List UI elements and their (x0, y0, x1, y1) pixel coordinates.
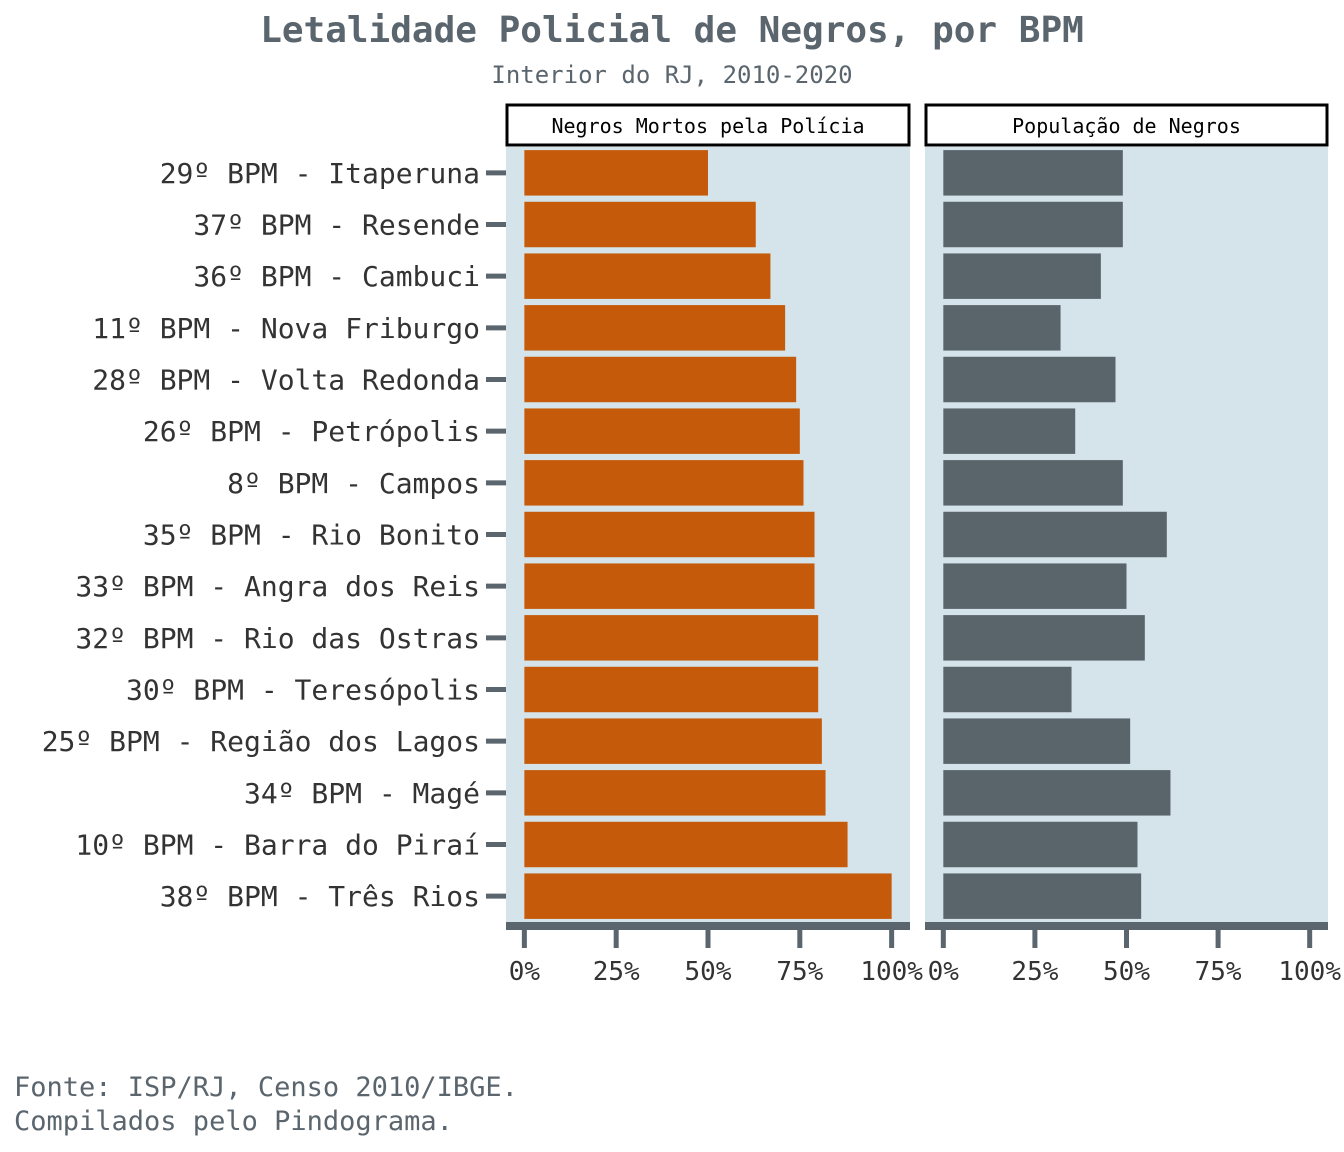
category-label: 33º BPM - Angra dos Reis (75, 570, 480, 603)
facet-strip-label: Negros Mortos pela Polícia (551, 114, 864, 138)
bar (524, 305, 786, 351)
bar (524, 718, 822, 764)
category-label: 8º BPM - Campos (227, 467, 480, 500)
bar (524, 666, 819, 713)
category-label: 29º BPM - Itaperuna (160, 157, 480, 190)
facet-strip (924, 103, 1329, 147)
bar (943, 253, 1101, 299)
bar (943, 563, 1127, 609)
x-tick-label: 0% (928, 957, 960, 987)
bar (524, 615, 819, 661)
category-label: 10º BPM - Barra do Piraí (75, 829, 480, 862)
x-tick-label: 50% (685, 957, 732, 987)
bar (524, 770, 826, 816)
x-tick-label: 25% (593, 957, 640, 987)
category-label: 37º BPM - Resende (193, 209, 480, 242)
bar (943, 305, 1061, 351)
bar (524, 356, 797, 403)
bar (524, 408, 800, 454)
bar (524, 563, 815, 609)
bar (943, 408, 1076, 454)
bar (943, 718, 1131, 764)
x-tick-label: 25% (1011, 957, 1058, 987)
x-tick-label: 75% (1195, 957, 1242, 987)
category-label: 28º BPM - Volta Redonda (92, 364, 480, 397)
bar (524, 511, 815, 558)
facet-panel: Negros Mortos pela Polícia 0% 25% 50% 75% 100… (505, 103, 923, 987)
x-tick-label: 0% (509, 957, 541, 987)
bar (524, 873, 892, 919)
facet-panel: População de Negros 0% 25% 50% 75% 100% (924, 103, 1341, 987)
bar (524, 460, 804, 506)
bar (943, 201, 1123, 248)
bar (943, 770, 1171, 816)
bar (524, 821, 848, 868)
facet-strip-label: População de Negros (1012, 114, 1241, 138)
category-label: 38º BPM - Três Rios (160, 880, 480, 913)
category-label: 32º BPM - Rio das Ostras (75, 622, 480, 655)
chart-subtitle: Interior do RJ, 2010-2020 (491, 61, 852, 89)
bar (943, 821, 1138, 868)
x-tick-label: 100% (860, 957, 923, 987)
category-label: 36º BPM - Cambuci (193, 260, 480, 293)
x-tick-label: 100% (1278, 957, 1341, 987)
bar (943, 150, 1123, 196)
caption-line-1: Fonte: ISP/RJ, Censo 2010/IBGE. (14, 1072, 518, 1103)
category-label: 11º BPM - Nova Friburgo (92, 312, 480, 345)
bar (943, 356, 1116, 403)
x-tick-label: 75% (776, 957, 823, 987)
category-label: 25º BPM - Região dos Lagos (42, 725, 480, 758)
facet-panels: Negros Mortos pela Polícia 0% 25% 50% 75% 100… (505, 103, 1341, 987)
category-label: 26º BPM - Petrópolis (143, 415, 480, 448)
bar (524, 253, 771, 299)
bar (943, 511, 1167, 558)
category-label: 30º BPM - Teresópolis (126, 674, 480, 707)
bar (943, 666, 1072, 713)
category-label: 35º BPM - Rio Bonito (143, 519, 480, 552)
bar (943, 615, 1145, 661)
bar (524, 150, 708, 196)
bar (943, 460, 1123, 506)
category-labels: 29º BPM - Itaperuna 37º BPM - Resende 36º … (42, 157, 506, 913)
facet-strip (505, 103, 911, 147)
x-tick-label: 50% (1103, 957, 1150, 987)
bar (524, 201, 756, 248)
bar (943, 873, 1142, 919)
caption-line-2: Compilados pelo Pindograma. (14, 1106, 453, 1137)
chart-title: Letalidade Policial de Negros, por BPM (260, 10, 1084, 51)
category-label: 34º BPM - Magé (244, 777, 480, 810)
